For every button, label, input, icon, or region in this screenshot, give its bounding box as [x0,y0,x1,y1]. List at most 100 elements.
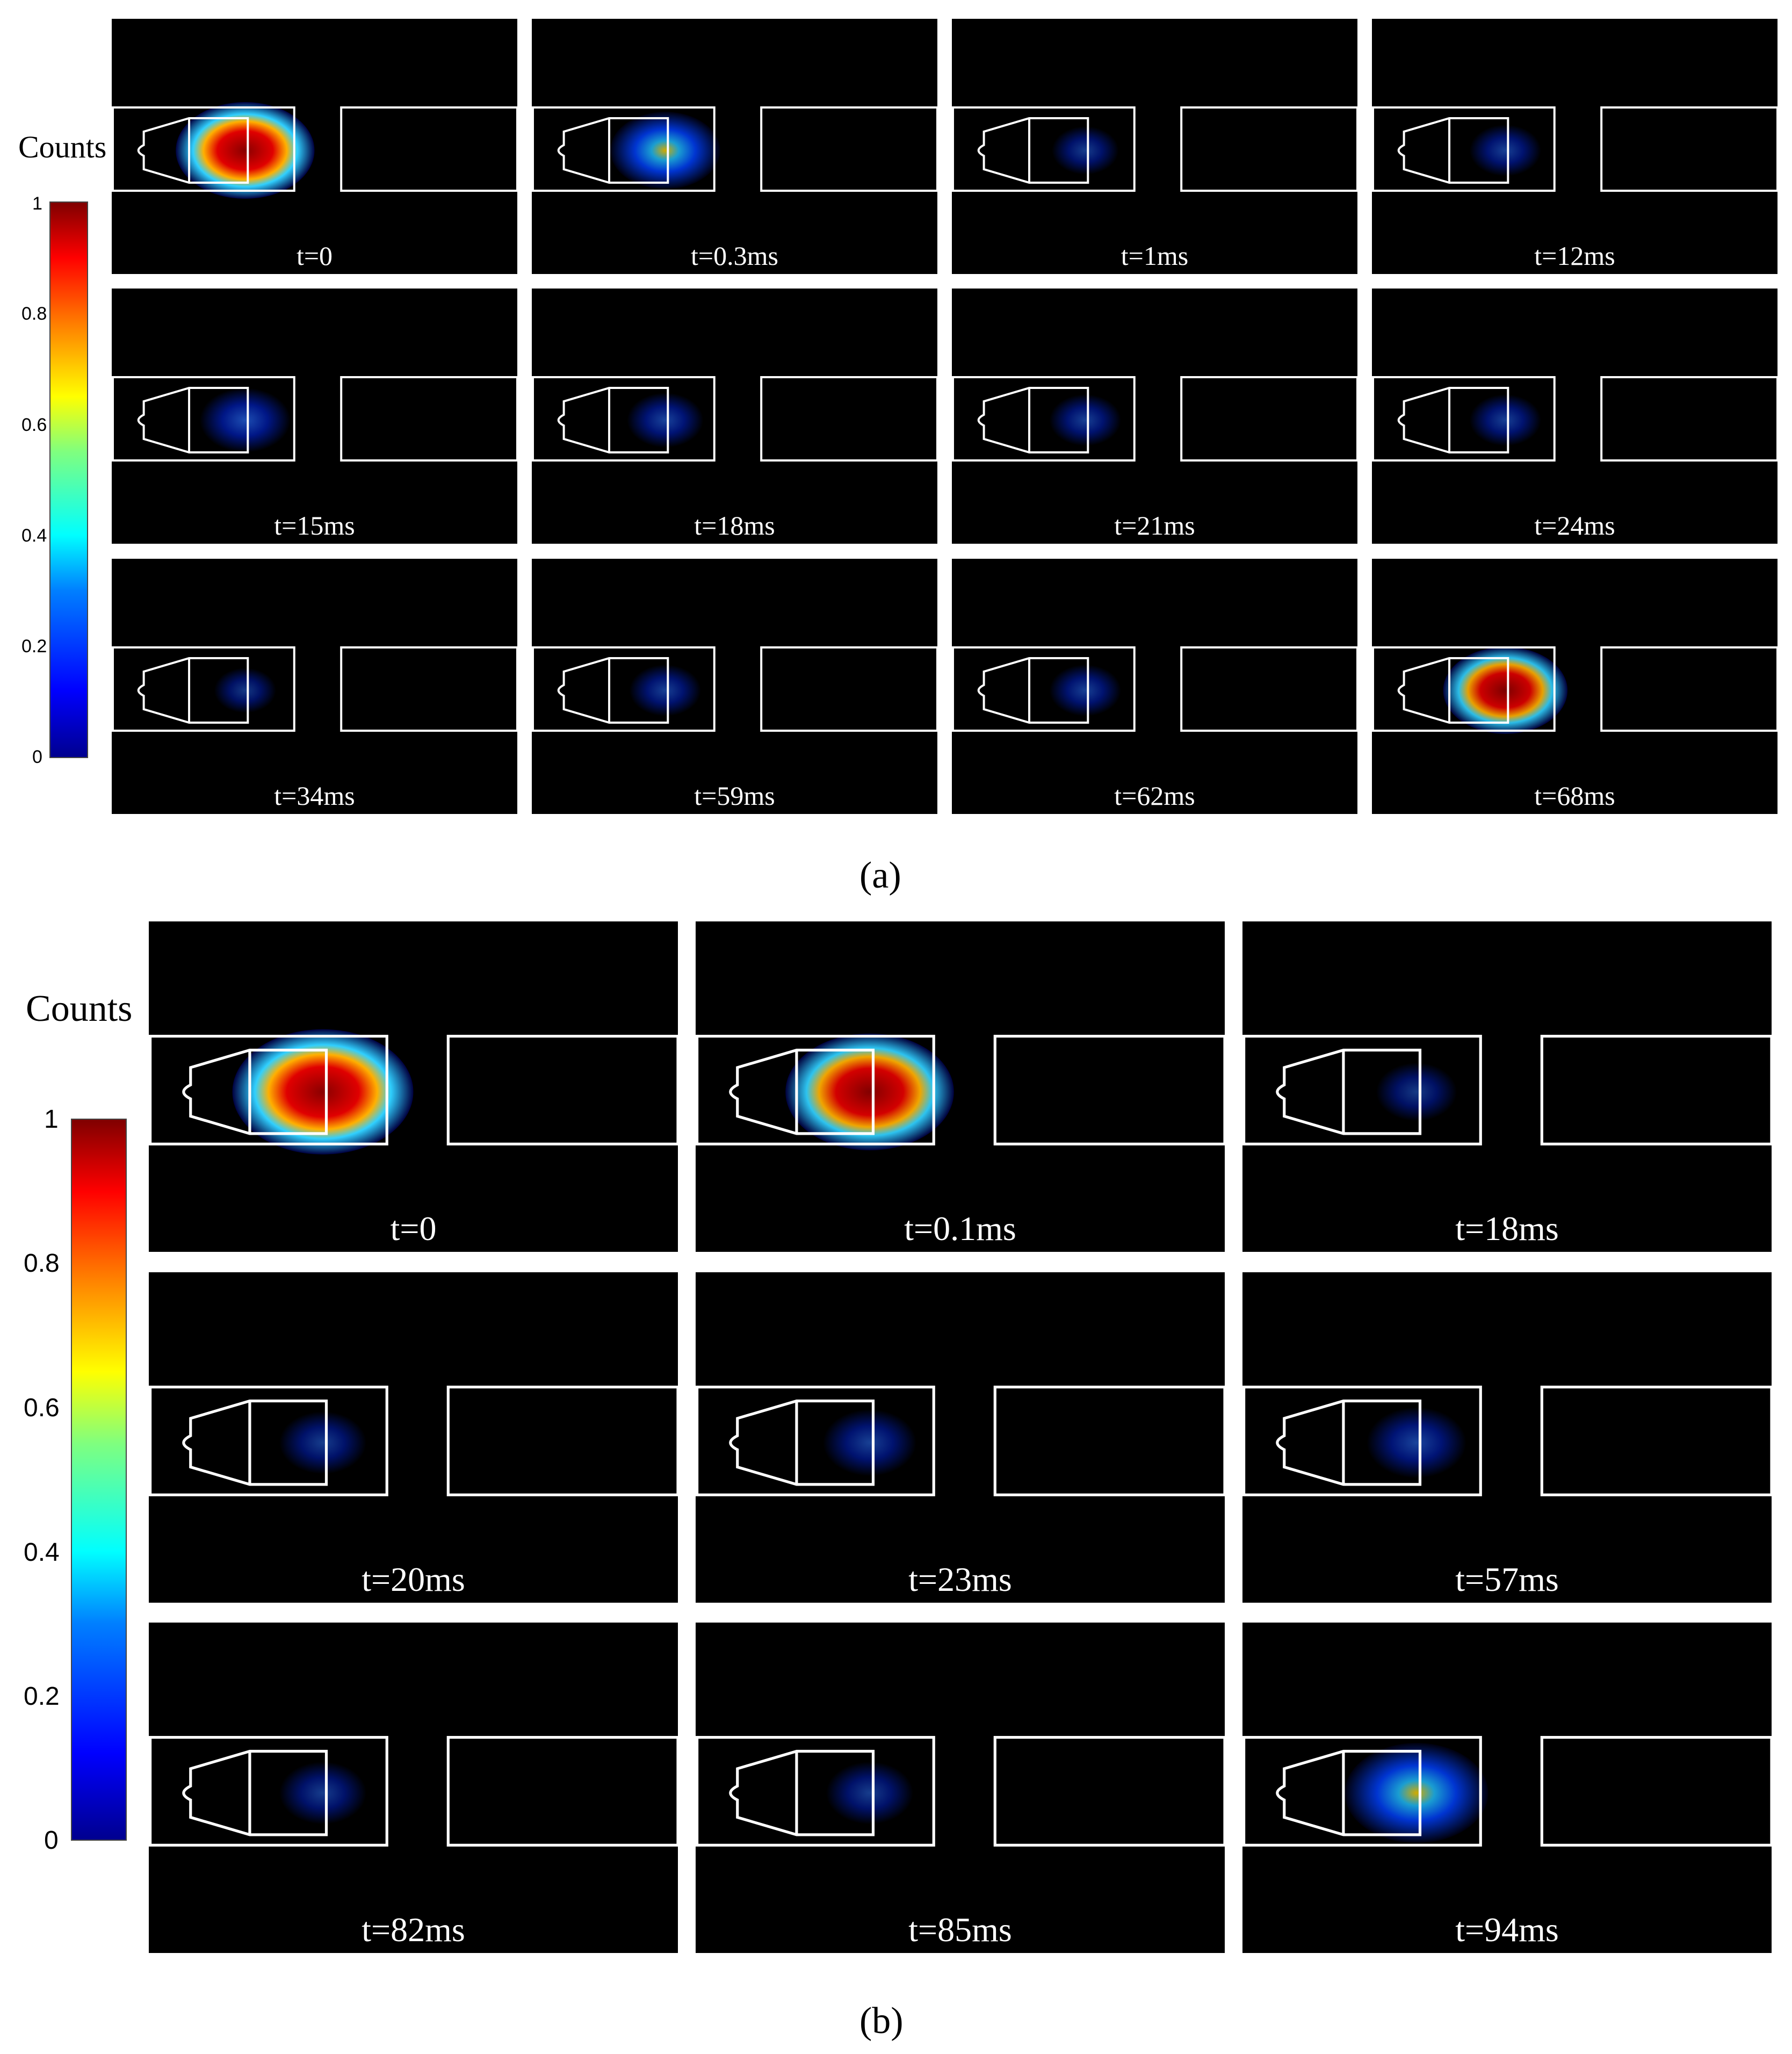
chamber-outline [112,646,295,732]
chamber-outline [952,646,1136,732]
time-label: t=59ms [694,781,775,811]
chamber-outline [149,1035,388,1145]
outlet-outline [1600,106,1777,192]
emission-region [279,1761,367,1825]
frame-panel: t=0 [112,19,517,274]
emission-region [1376,1062,1457,1121]
frame-panel: t=57ms [1242,1272,1772,1603]
colorbar-a [49,201,88,758]
colorbar-b-tick: 0.6 [24,1394,60,1422]
nozzle-outline [182,1749,328,1836]
emission-region [1049,394,1121,446]
outlet-outline [993,1386,1225,1496]
nozzle-outline [137,657,249,724]
colorbar-a-tick: 0.4 [21,525,47,546]
frame-panel: t=1ms [952,19,1357,274]
time-label: t=0.3ms [691,241,778,271]
time-label: t=18ms [1455,1209,1559,1248]
colorbar-b-tick: 0.8 [24,1249,60,1278]
nozzle-outline [977,387,1089,453]
nozzle-outline [1276,1399,1422,1486]
frame-drawing [1372,646,1777,734]
frame-panel: t=12ms [1372,19,1777,274]
outlet-outline [340,376,517,462]
emission-region [627,393,704,448]
chamber-outline [696,1736,935,1847]
outlet-outline [1180,376,1357,462]
chamber-outline [696,1386,935,1496]
frame-panel: t=15ms [112,289,517,544]
chamber-outline [952,376,1136,462]
frame-panel: t=62ms [952,559,1357,814]
time-label: t=18ms [694,510,775,540]
outlet-outline [1540,1035,1772,1145]
nozzle-outline [1397,117,1509,184]
nozzle-outline [182,1048,328,1135]
time-label: t=62ms [1114,781,1195,811]
emission-region [232,1029,414,1155]
nozzle-outline [557,387,669,453]
time-label: t=82ms [362,1911,465,1949]
nozzle-outline [977,657,1089,724]
colorbar-b [71,1119,127,1841]
emission-region [1443,647,1568,734]
emission-region [1049,665,1121,716]
chamber-outline [1242,1736,1482,1847]
colorbar-a-tick: 0.2 [21,636,47,657]
outlet-outline [993,1035,1225,1145]
frame-drawing [532,106,937,192]
colorbar-a-tick: 1 [32,193,42,214]
time-label: t=68ms [1534,781,1615,811]
frame-drawing [1242,1035,1772,1145]
time-label: t=24ms [1534,510,1615,540]
time-label: t=0 [296,241,333,271]
chamber-outline [952,106,1136,192]
frame-drawing [696,1033,1225,1150]
frame-drawing [532,376,937,462]
frame-drawing [952,646,1357,732]
frame-drawing [112,102,517,199]
nozzle-outline [729,1048,875,1135]
chamber-outline [112,376,295,462]
time-label: t=1ms [1121,241,1189,271]
time-label: t=20ms [362,1560,465,1598]
nozzle-outline [977,117,1089,184]
nozzle-outline [557,657,669,724]
colorbar-b-title: Counts [26,988,133,1029]
chamber-outline [1372,376,1556,462]
emission-region [199,388,291,452]
frame-drawing [952,106,1357,192]
chamber-outline [149,1386,388,1496]
colorbar-a-tick: 0.6 [21,415,47,435]
outlet-outline [1540,1736,1772,1847]
nozzle-outline [137,387,249,453]
outlet-outline [993,1736,1225,1847]
frame-panel: t=18ms [1242,921,1772,1252]
frame-panel: t=20ms [149,1272,678,1603]
time-label: t=23ms [908,1560,1012,1598]
outlet-outline [760,646,937,732]
frame-drawing [1242,1736,1772,1847]
emission-region [826,1761,914,1825]
emission-region [823,1409,916,1476]
time-label: t=85ms [908,1911,1012,1949]
frame-drawing [696,1386,1225,1496]
colorbar-b-tick: 0 [44,1826,59,1855]
emission-region [785,1033,954,1150]
time-label: t=15ms [274,510,355,540]
frame-drawing [112,646,517,732]
chamber-outline [532,106,716,192]
chamber-outline [1242,1035,1482,1145]
emission-region [279,1411,367,1474]
frame-panel: t=59ms [532,559,937,814]
nozzle-outline [1276,1048,1422,1135]
frame-panel: t=23ms [696,1272,1225,1603]
frame-panel: t=21ms [952,289,1357,544]
chamber-outline [532,646,716,732]
chamber-outline [1242,1386,1482,1496]
emission-region [176,102,315,199]
nozzle-outline [729,1399,875,1486]
caption-b: (b) [859,2000,904,2042]
time-label: t=0 [390,1209,437,1248]
frame-panel: t=94ms [1242,1623,1772,1953]
